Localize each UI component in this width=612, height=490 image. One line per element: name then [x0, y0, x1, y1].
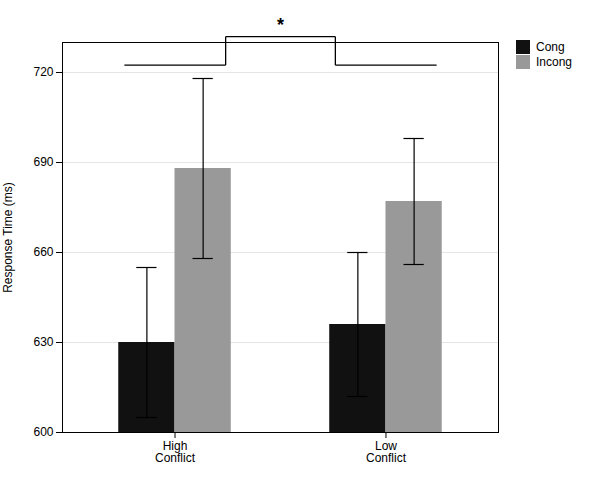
svg-text:720: 720 [33, 65, 53, 79]
svg-text:*: * [277, 15, 284, 35]
html-text:Cong: Cong [536, 40, 565, 54]
svg-text:600: 600 [33, 425, 53, 439]
svg-text:LowConflict: LowConflict [366, 439, 407, 465]
svg-text:HighConflict: HighConflict [155, 439, 196, 465]
svg-text:630: 630 [33, 335, 53, 349]
svg-text:690: 690 [33, 155, 53, 169]
svg-text:660: 660 [33, 245, 53, 259]
html-text:Incong: Incong [536, 55, 572, 69]
svg-text:Response Time (ms): Response Time (ms) [1, 182, 15, 293]
